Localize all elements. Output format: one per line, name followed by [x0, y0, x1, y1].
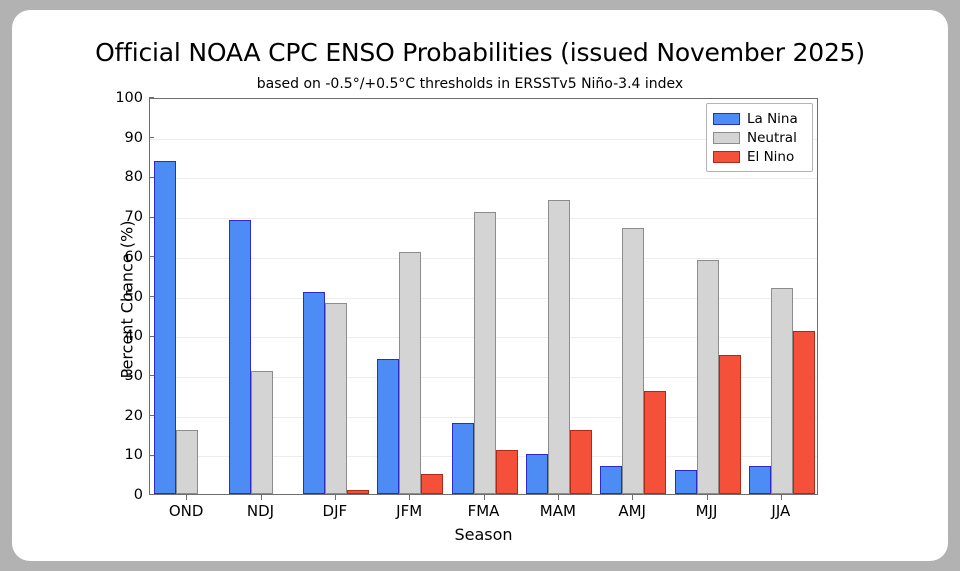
x-tick-mark	[557, 495, 560, 500]
gridline	[150, 178, 817, 180]
legend-swatch-icon	[713, 131, 740, 144]
x-axis-label: Season	[454, 525, 513, 544]
bar-group-mam	[525, 99, 592, 494]
y-tick-mark	[149, 295, 154, 298]
y-tick-label: 60	[124, 248, 143, 265]
bar-amj-neutral	[622, 228, 645, 494]
bar-group-mjj	[674, 99, 741, 494]
y-tick-label: 40	[124, 328, 143, 345]
bar-group-ndj	[228, 99, 295, 494]
x-tick-label-ndj: NDJ	[246, 502, 275, 520]
y-tick-label: 0	[133, 487, 143, 503]
bar-group-fma	[451, 99, 518, 494]
bar-jja-neutral	[770, 287, 793, 494]
figure-card: Official NOAA CPC ENSO Probabilities (is…	[12, 10, 948, 561]
x-tick-label-jja: JJA	[771, 502, 791, 520]
x-tick-label-mam: MAM	[539, 502, 576, 520]
x-tick-label-fma: FMA	[467, 502, 500, 520]
y-axis-ticks	[149, 97, 155, 495]
bar-group-jja	[748, 99, 815, 494]
y-tick-mark	[149, 256, 154, 258]
bar-group-amj	[600, 99, 667, 494]
bar-jfm-el-nino	[421, 474, 444, 494]
bar-mjj-la-nina	[674, 470, 697, 494]
legend: La Nina Neutral El Nino	[706, 103, 813, 172]
bar-jfm-la-nina	[377, 359, 400, 494]
x-tick-label-djf: DJF	[322, 502, 348, 520]
y-tick-mark	[149, 216, 154, 218]
legend-swatch-icon	[713, 150, 740, 163]
bar-amj-la-nina	[600, 466, 623, 494]
y-tick-label: 20	[124, 407, 143, 424]
y-tick-label: 30	[124, 367, 143, 384]
legend-item-neutral[interactable]: Neutral	[713, 128, 806, 147]
bar-ond-la-nina	[154, 160, 177, 494]
y-tick-mark	[149, 454, 154, 456]
bar-fma-el-nino	[495, 450, 518, 494]
bar-group-jfm	[377, 99, 444, 494]
legend-label: Neutral	[747, 129, 797, 146]
y-tick-label: 100	[115, 90, 143, 106]
bar-mam-el-nino	[569, 430, 592, 494]
x-tick-mark	[483, 495, 485, 500]
x-tick-label-amj: AMJ	[618, 502, 646, 520]
bar-mam-la-nina	[525, 454, 548, 494]
bar-ndj-la-nina	[228, 220, 251, 494]
y-tick-label: 70	[124, 209, 143, 226]
x-tick-label-jfm: JFM	[396, 502, 423, 520]
y-tick-mark	[149, 97, 154, 99]
x-tick-mark	[706, 495, 708, 500]
bar-mjj-el-nino	[718, 355, 741, 494]
bar-fma-neutral	[473, 212, 496, 494]
bar-djf-el-nino	[346, 490, 369, 494]
x-tick-mark	[409, 495, 411, 500]
x-tick-mark	[260, 495, 262, 500]
y-axis: Percent Chance (%) 0 10 20 30 40 50 60 70 80 90 10…	[95, 90, 143, 503]
gridline	[150, 138, 817, 140]
y-tick-label: 10	[124, 447, 143, 464]
x-tick-label-ond: OND	[168, 502, 204, 520]
chart-title: Official NOAA CPC ENSO Probabilities (is…	[95, 38, 865, 67]
bar-group-djf	[302, 99, 369, 494]
y-tick-mark	[149, 375, 154, 377]
x-tick-mark	[186, 495, 188, 500]
legend-label: El Nino	[747, 148, 795, 165]
y-tick-mark	[149, 137, 154, 139]
x-tick-mark	[334, 495, 337, 500]
bar-mam-neutral	[547, 200, 570, 494]
bar-fma-la-nina	[451, 422, 474, 494]
bar-mjj-neutral	[696, 259, 719, 494]
bar-jja-el-nino	[792, 331, 815, 494]
y-tick-label: 90	[124, 129, 143, 146]
y-tick-mark	[149, 415, 154, 417]
x-tick-mark	[632, 495, 634, 500]
y-tick-mark	[149, 176, 154, 178]
y-tick-label: 50	[124, 288, 143, 305]
bar-group-ond	[154, 99, 220, 494]
x-tick-mark	[780, 495, 783, 500]
y-tick-label: 80	[124, 169, 143, 186]
bar-amj-el-nino	[644, 390, 667, 494]
bar-djf-neutral	[324, 303, 347, 494]
chart-subtitle: based on -0.5°/+0.5°C thresholds in ERSS…	[256, 76, 684, 92]
bar-jja-la-nina	[748, 466, 771, 494]
bar-djf-la-nina	[302, 291, 325, 494]
bars-layer	[150, 99, 817, 494]
bar-ond-neutral	[176, 430, 199, 494]
bar-ndj-neutral	[250, 370, 273, 494]
x-tick-label-mjj: MJJ	[695, 502, 718, 520]
legend-swatch-icon	[713, 112, 740, 125]
bar-jfm-neutral	[399, 251, 422, 494]
legend-label: La Nina	[747, 110, 798, 127]
y-tick-mark	[149, 335, 154, 337]
legend-item-la-nina[interactable]: La Nina	[713, 109, 806, 128]
legend-item-el-nino[interactable]: El Nino	[713, 147, 806, 166]
